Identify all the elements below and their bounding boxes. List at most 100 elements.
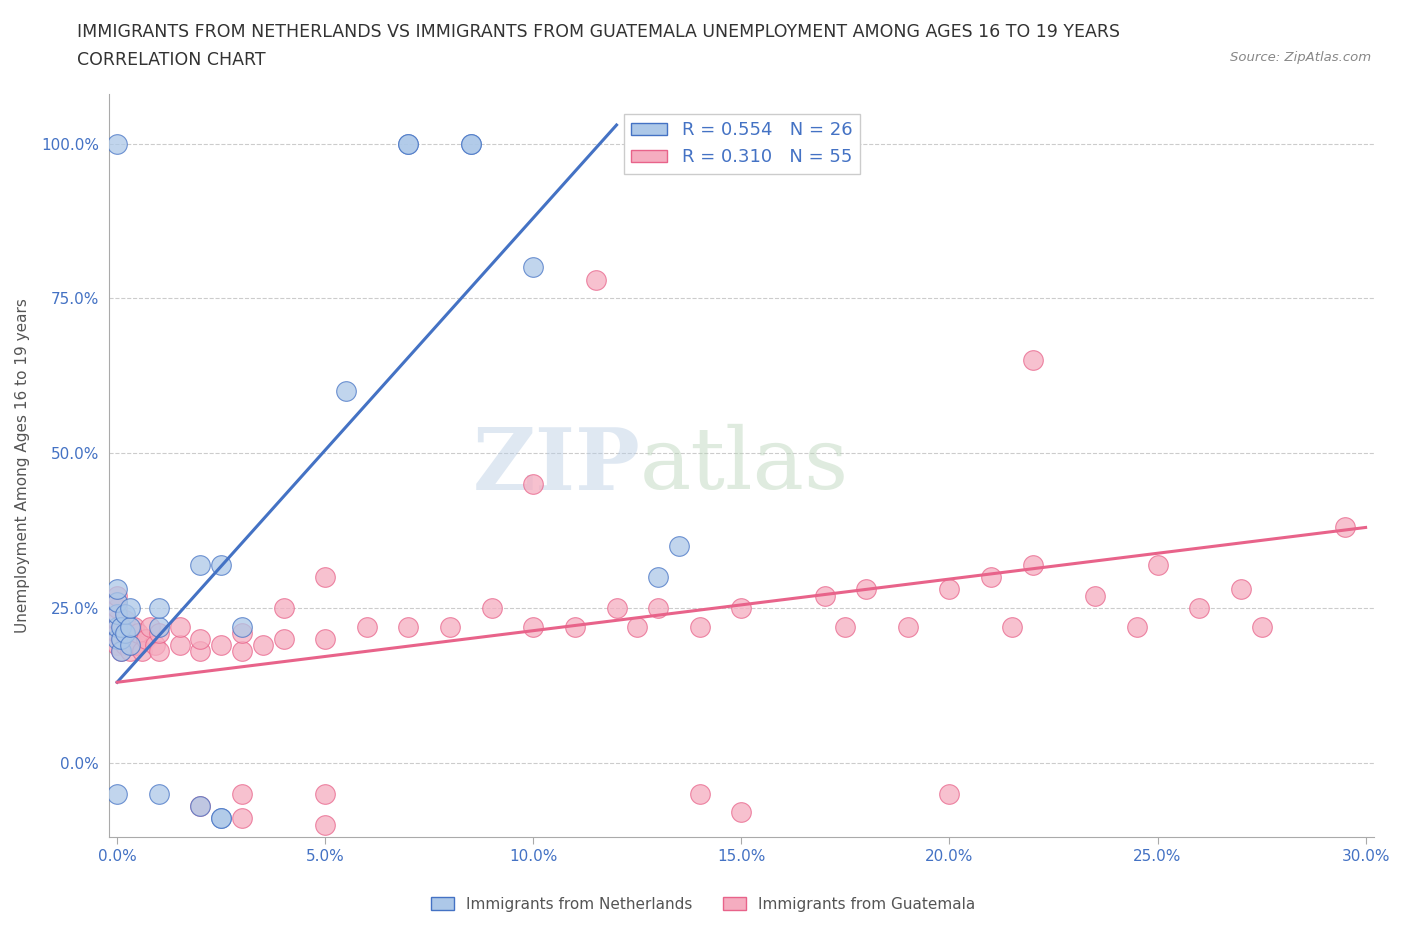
Point [148, 601, 170, 616]
Point [481, 601, 503, 616]
Point [110, 644, 132, 658]
Point [398, 619, 420, 634]
Point [105, 613, 128, 628]
Y-axis label: Unemployment Among Ages 16 to 19 years: Unemployment Among Ages 16 to 19 years [15, 299, 30, 633]
Point [118, 601, 141, 616]
Point [606, 601, 628, 616]
Point [114, 638, 136, 653]
Point [105, 136, 128, 151]
Point [114, 613, 136, 628]
Point [585, 272, 607, 287]
Point [252, 638, 274, 653]
Point [398, 136, 420, 151]
Point [730, 601, 752, 616]
Point [231, 786, 253, 801]
Point [564, 619, 586, 634]
Point [209, 811, 232, 826]
Point [834, 619, 856, 634]
Point [647, 601, 669, 616]
Point [122, 619, 145, 634]
Point [118, 631, 141, 646]
Point [398, 136, 420, 151]
Point [190, 799, 212, 814]
Point [139, 619, 162, 634]
Point [689, 786, 711, 801]
Point [110, 644, 132, 658]
Point [114, 625, 136, 640]
Point [1125, 619, 1147, 634]
Point [143, 638, 166, 653]
Point [314, 786, 336, 801]
Point [209, 811, 232, 826]
Point [647, 569, 669, 584]
Point [460, 136, 482, 151]
Point [273, 601, 295, 616]
Point [110, 619, 132, 634]
Point [1333, 520, 1355, 535]
Point [231, 625, 253, 640]
Point [105, 588, 128, 603]
Point [190, 557, 212, 572]
Point [938, 786, 960, 801]
Point [118, 638, 141, 653]
Point [855, 582, 877, 597]
Point [135, 631, 157, 646]
Point [131, 644, 153, 658]
Point [314, 817, 336, 832]
Point [105, 594, 128, 609]
Point [231, 619, 253, 634]
Text: ZIP: ZIP [472, 423, 640, 508]
Text: CORRELATION CHART: CORRELATION CHART [77, 51, 266, 69]
Point [169, 619, 191, 634]
Point [148, 619, 170, 634]
Point [813, 588, 835, 603]
Point [118, 644, 141, 658]
Point [105, 631, 128, 646]
Point [522, 477, 544, 492]
Point [127, 625, 149, 640]
Point [1021, 557, 1043, 572]
Text: atlas: atlas [640, 424, 849, 507]
Point [148, 625, 170, 640]
Point [1250, 619, 1272, 634]
Point [190, 799, 212, 814]
Point [273, 631, 295, 646]
Text: Source: ZipAtlas.com: Source: ZipAtlas.com [1230, 51, 1371, 64]
Point [110, 631, 132, 646]
Point [668, 538, 690, 553]
Point [148, 644, 170, 658]
Point [122, 638, 145, 653]
Point [105, 582, 128, 597]
Point [114, 625, 136, 640]
Point [1229, 582, 1251, 597]
Point [1084, 588, 1107, 603]
Point [231, 811, 253, 826]
Point [190, 631, 212, 646]
Text: IMMIGRANTS FROM NETHERLANDS VS IMMIGRANTS FROM GUATEMALA UNEMPLOYMENT AMONG AGES: IMMIGRANTS FROM NETHERLANDS VS IMMIGRANT… [77, 23, 1121, 41]
Point [105, 601, 128, 616]
Point [1188, 601, 1211, 616]
Point [209, 557, 232, 572]
Point [460, 136, 482, 151]
Point [127, 638, 149, 653]
Point [626, 619, 648, 634]
Point [897, 619, 920, 634]
Legend: Immigrants from Netherlands, Immigrants from Guatemala: Immigrants from Netherlands, Immigrants … [425, 890, 981, 918]
Point [169, 638, 191, 653]
Point [689, 619, 711, 634]
Point [314, 631, 336, 646]
Point [356, 619, 378, 634]
Point [105, 786, 128, 801]
Point [209, 638, 232, 653]
Point [730, 804, 752, 819]
Legend: R = 0.554   N = 26, R = 0.310   N = 55: R = 0.554 N = 26, R = 0.310 N = 55 [624, 114, 859, 174]
Point [335, 384, 357, 399]
Point [118, 619, 141, 634]
Point [105, 619, 128, 634]
Point [105, 625, 128, 640]
Point [439, 619, 461, 634]
Point [1146, 557, 1168, 572]
Point [938, 582, 960, 597]
Point [522, 260, 544, 275]
Point [1001, 619, 1024, 634]
